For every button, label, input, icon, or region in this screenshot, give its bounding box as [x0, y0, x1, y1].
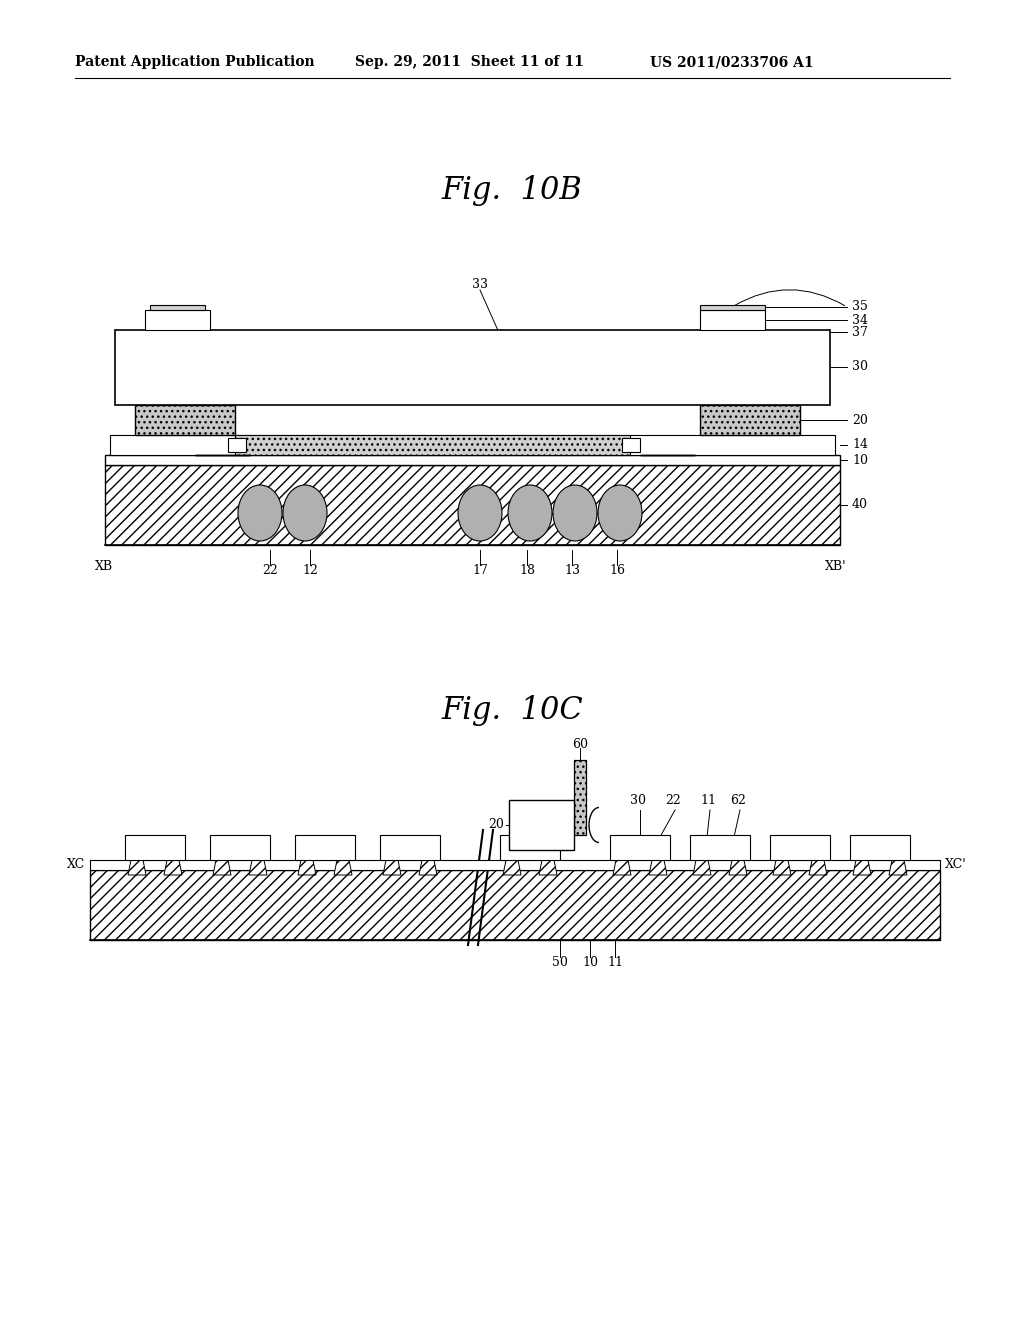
Text: 18: 18 [519, 564, 535, 577]
Text: 62: 62 [730, 793, 745, 807]
Text: 22: 22 [262, 564, 278, 577]
Polygon shape [853, 861, 871, 875]
Bar [380, 836, 440, 861]
Polygon shape [693, 861, 711, 875]
Ellipse shape [238, 484, 282, 541]
Bar [115, 330, 830, 405]
Polygon shape [503, 861, 521, 875]
Polygon shape [298, 861, 316, 875]
Polygon shape [383, 861, 401, 875]
Text: 13: 13 [564, 564, 580, 577]
Text: 33: 33 [472, 279, 488, 292]
Text: 30: 30 [852, 360, 868, 374]
Polygon shape [889, 861, 907, 875]
Ellipse shape [283, 484, 327, 541]
Polygon shape [649, 861, 667, 875]
Bar [700, 310, 765, 330]
Bar [105, 455, 840, 465]
Bar [105, 465, 840, 545]
Bar [234, 436, 630, 455]
Text: XB: XB [95, 561, 113, 573]
Bar [110, 436, 835, 455]
Polygon shape [613, 861, 631, 875]
Text: 40: 40 [852, 499, 868, 511]
Bar [145, 310, 210, 330]
Text: Fig.  10B: Fig. 10B [441, 174, 583, 206]
Bar [574, 760, 586, 836]
Bar [700, 305, 765, 310]
Bar [770, 836, 830, 861]
Text: 16: 16 [609, 564, 625, 577]
Text: 12: 12 [302, 564, 317, 577]
Ellipse shape [598, 484, 642, 541]
Text: 10: 10 [582, 956, 598, 969]
Bar [228, 438, 246, 451]
Bar [150, 305, 205, 310]
Text: 35: 35 [852, 301, 868, 314]
Bar [90, 870, 940, 940]
Text: Sep. 29, 2011  Sheet 11 of 11: Sep. 29, 2011 Sheet 11 of 11 [355, 55, 584, 69]
Bar [850, 836, 910, 861]
Ellipse shape [508, 484, 552, 541]
Text: 14: 14 [852, 438, 868, 451]
Ellipse shape [553, 484, 597, 541]
Text: 22: 22 [665, 793, 681, 807]
Bar [135, 405, 234, 436]
Bar [690, 836, 750, 861]
Polygon shape [539, 861, 557, 875]
Polygon shape [213, 861, 231, 875]
Text: XC': XC' [945, 858, 967, 871]
Text: 11: 11 [607, 956, 623, 969]
Polygon shape [773, 861, 791, 875]
Polygon shape [334, 861, 352, 875]
Polygon shape [419, 861, 437, 875]
Bar [295, 836, 355, 861]
Polygon shape [128, 861, 146, 875]
Text: Fig.  10C: Fig. 10C [441, 694, 583, 726]
Text: XC: XC [67, 858, 85, 871]
Text: Patent Application Publication: Patent Application Publication [75, 55, 314, 69]
Bar [90, 861, 940, 870]
Bar [509, 800, 574, 850]
Ellipse shape [458, 484, 502, 541]
Bar [500, 836, 560, 861]
Polygon shape [729, 861, 746, 875]
Text: 20: 20 [488, 818, 504, 832]
Bar [622, 438, 640, 451]
Text: 37: 37 [852, 326, 868, 338]
Bar [700, 405, 800, 436]
Bar [210, 836, 270, 861]
Bar [125, 836, 185, 861]
Text: 30: 30 [630, 793, 646, 807]
Text: 10: 10 [852, 454, 868, 466]
Text: XB': XB' [825, 561, 847, 573]
Text: 34: 34 [852, 314, 868, 326]
Text: 60: 60 [572, 738, 588, 751]
Text: 20: 20 [852, 413, 868, 426]
Text: US 2011/0233706 A1: US 2011/0233706 A1 [650, 55, 814, 69]
Text: 11: 11 [700, 793, 716, 807]
Text: 17: 17 [472, 564, 488, 577]
Polygon shape [809, 861, 827, 875]
Polygon shape [249, 861, 267, 875]
Text: 50: 50 [552, 956, 568, 969]
Bar [610, 836, 670, 861]
Polygon shape [164, 861, 182, 875]
